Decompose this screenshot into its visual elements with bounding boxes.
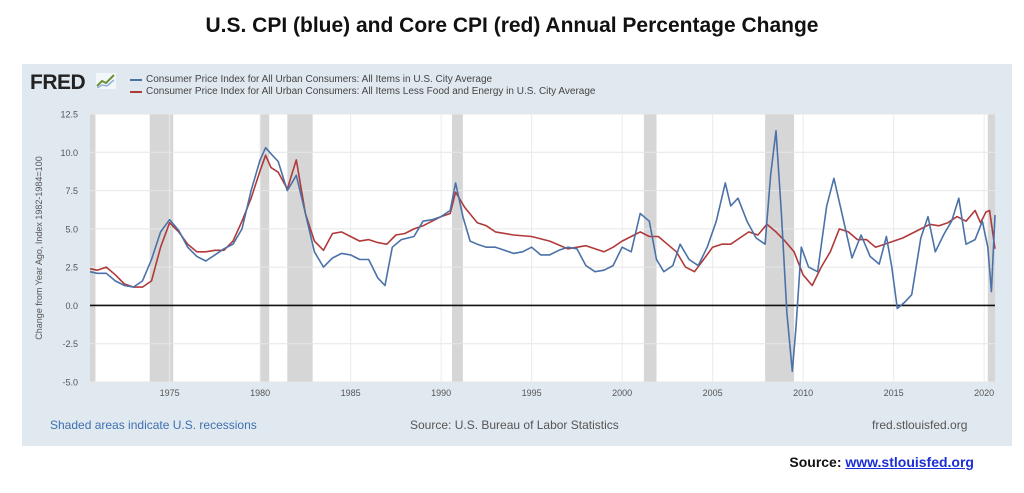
- y-tick-label: 2.5: [65, 263, 78, 273]
- chart-legend: Consumer Price Index for All Urban Consu…: [130, 74, 595, 98]
- y-tick-label: 7.5: [65, 186, 78, 196]
- legend-label-core-cpi: Consumer Price Index for All Urban Consu…: [146, 86, 596, 97]
- x-tick-label: 2020: [974, 388, 994, 398]
- fred-logo: FRED: [30, 71, 86, 94]
- y-tick-label: -5.0: [62, 378, 78, 388]
- legend-item-cpi: Consumer Price Index for All Urban Consu…: [130, 74, 595, 86]
- x-tick-label: 1985: [341, 388, 361, 398]
- recession-band-5: [643, 114, 657, 382]
- recession-band-7: [987, 114, 995, 382]
- source-note: Source: U.S. Bureau of Labor Statistics: [410, 418, 619, 432]
- chart-title: U.S. CPI (blue) and Core CPI (red) Annua…: [205, 14, 819, 37]
- x-tick-label: 2000: [612, 388, 632, 398]
- y-tick-label: -2.5: [62, 339, 78, 349]
- x-tick-label: 1975: [160, 388, 180, 398]
- x-tick-label: 2010: [793, 388, 813, 398]
- y-tick-label: 12.5: [60, 110, 78, 120]
- legend-item-core-cpi: Consumer Price Index for All Urban Consu…: [130, 86, 595, 98]
- x-tick-label: 2005: [703, 388, 723, 398]
- series-line-1: [89, 154, 996, 288]
- fred-graph-panel: FRED Consumer Price Index for All Urban …: [22, 64, 1012, 446]
- legend-swatch-cpi: [130, 79, 142, 81]
- source-line: Source: www.stlouisfed.org: [789, 454, 974, 470]
- fred-logo-chart-icon: [96, 73, 116, 89]
- legend-swatch-core-cpi: [130, 91, 142, 93]
- recession-band-2: [260, 114, 270, 382]
- recession-band-1: [149, 114, 174, 382]
- recession-band-0: [90, 114, 96, 382]
- source-link[interactable]: www.stlouisfed.org: [845, 454, 974, 470]
- legend-label-cpi: Consumer Price Index for All Urban Consu…: [146, 74, 493, 85]
- y-tick-label: 0.0: [65, 301, 78, 311]
- line-chart: 12.5 10.0 7.5 5.0 2.5 0.0 -2.5 -5.0 1975 1980 1985…: [34, 110, 996, 398]
- plot-area: [90, 114, 995, 382]
- y-tick-label: 10.0: [60, 148, 78, 158]
- fred-site-link[interactable]: fred.stlouisfed.org: [872, 418, 968, 432]
- source-label: Source:: [789, 454, 842, 470]
- x-tick-label: 1995: [522, 388, 542, 398]
- y-axis-label: Change from Year Ago, Index 1982-1984=10…: [34, 156, 44, 339]
- recession-band-4: [452, 114, 463, 382]
- y-tick-label: 5.0: [65, 224, 78, 234]
- x-tick-label: 2015: [884, 388, 904, 398]
- recession-band-3: [287, 114, 313, 382]
- x-tick-label: 1990: [431, 388, 451, 398]
- series-line-0: [89, 130, 996, 373]
- recession-note: Shaded areas indicate U.S. recessions: [50, 418, 257, 432]
- x-tick-label: 1980: [250, 388, 270, 398]
